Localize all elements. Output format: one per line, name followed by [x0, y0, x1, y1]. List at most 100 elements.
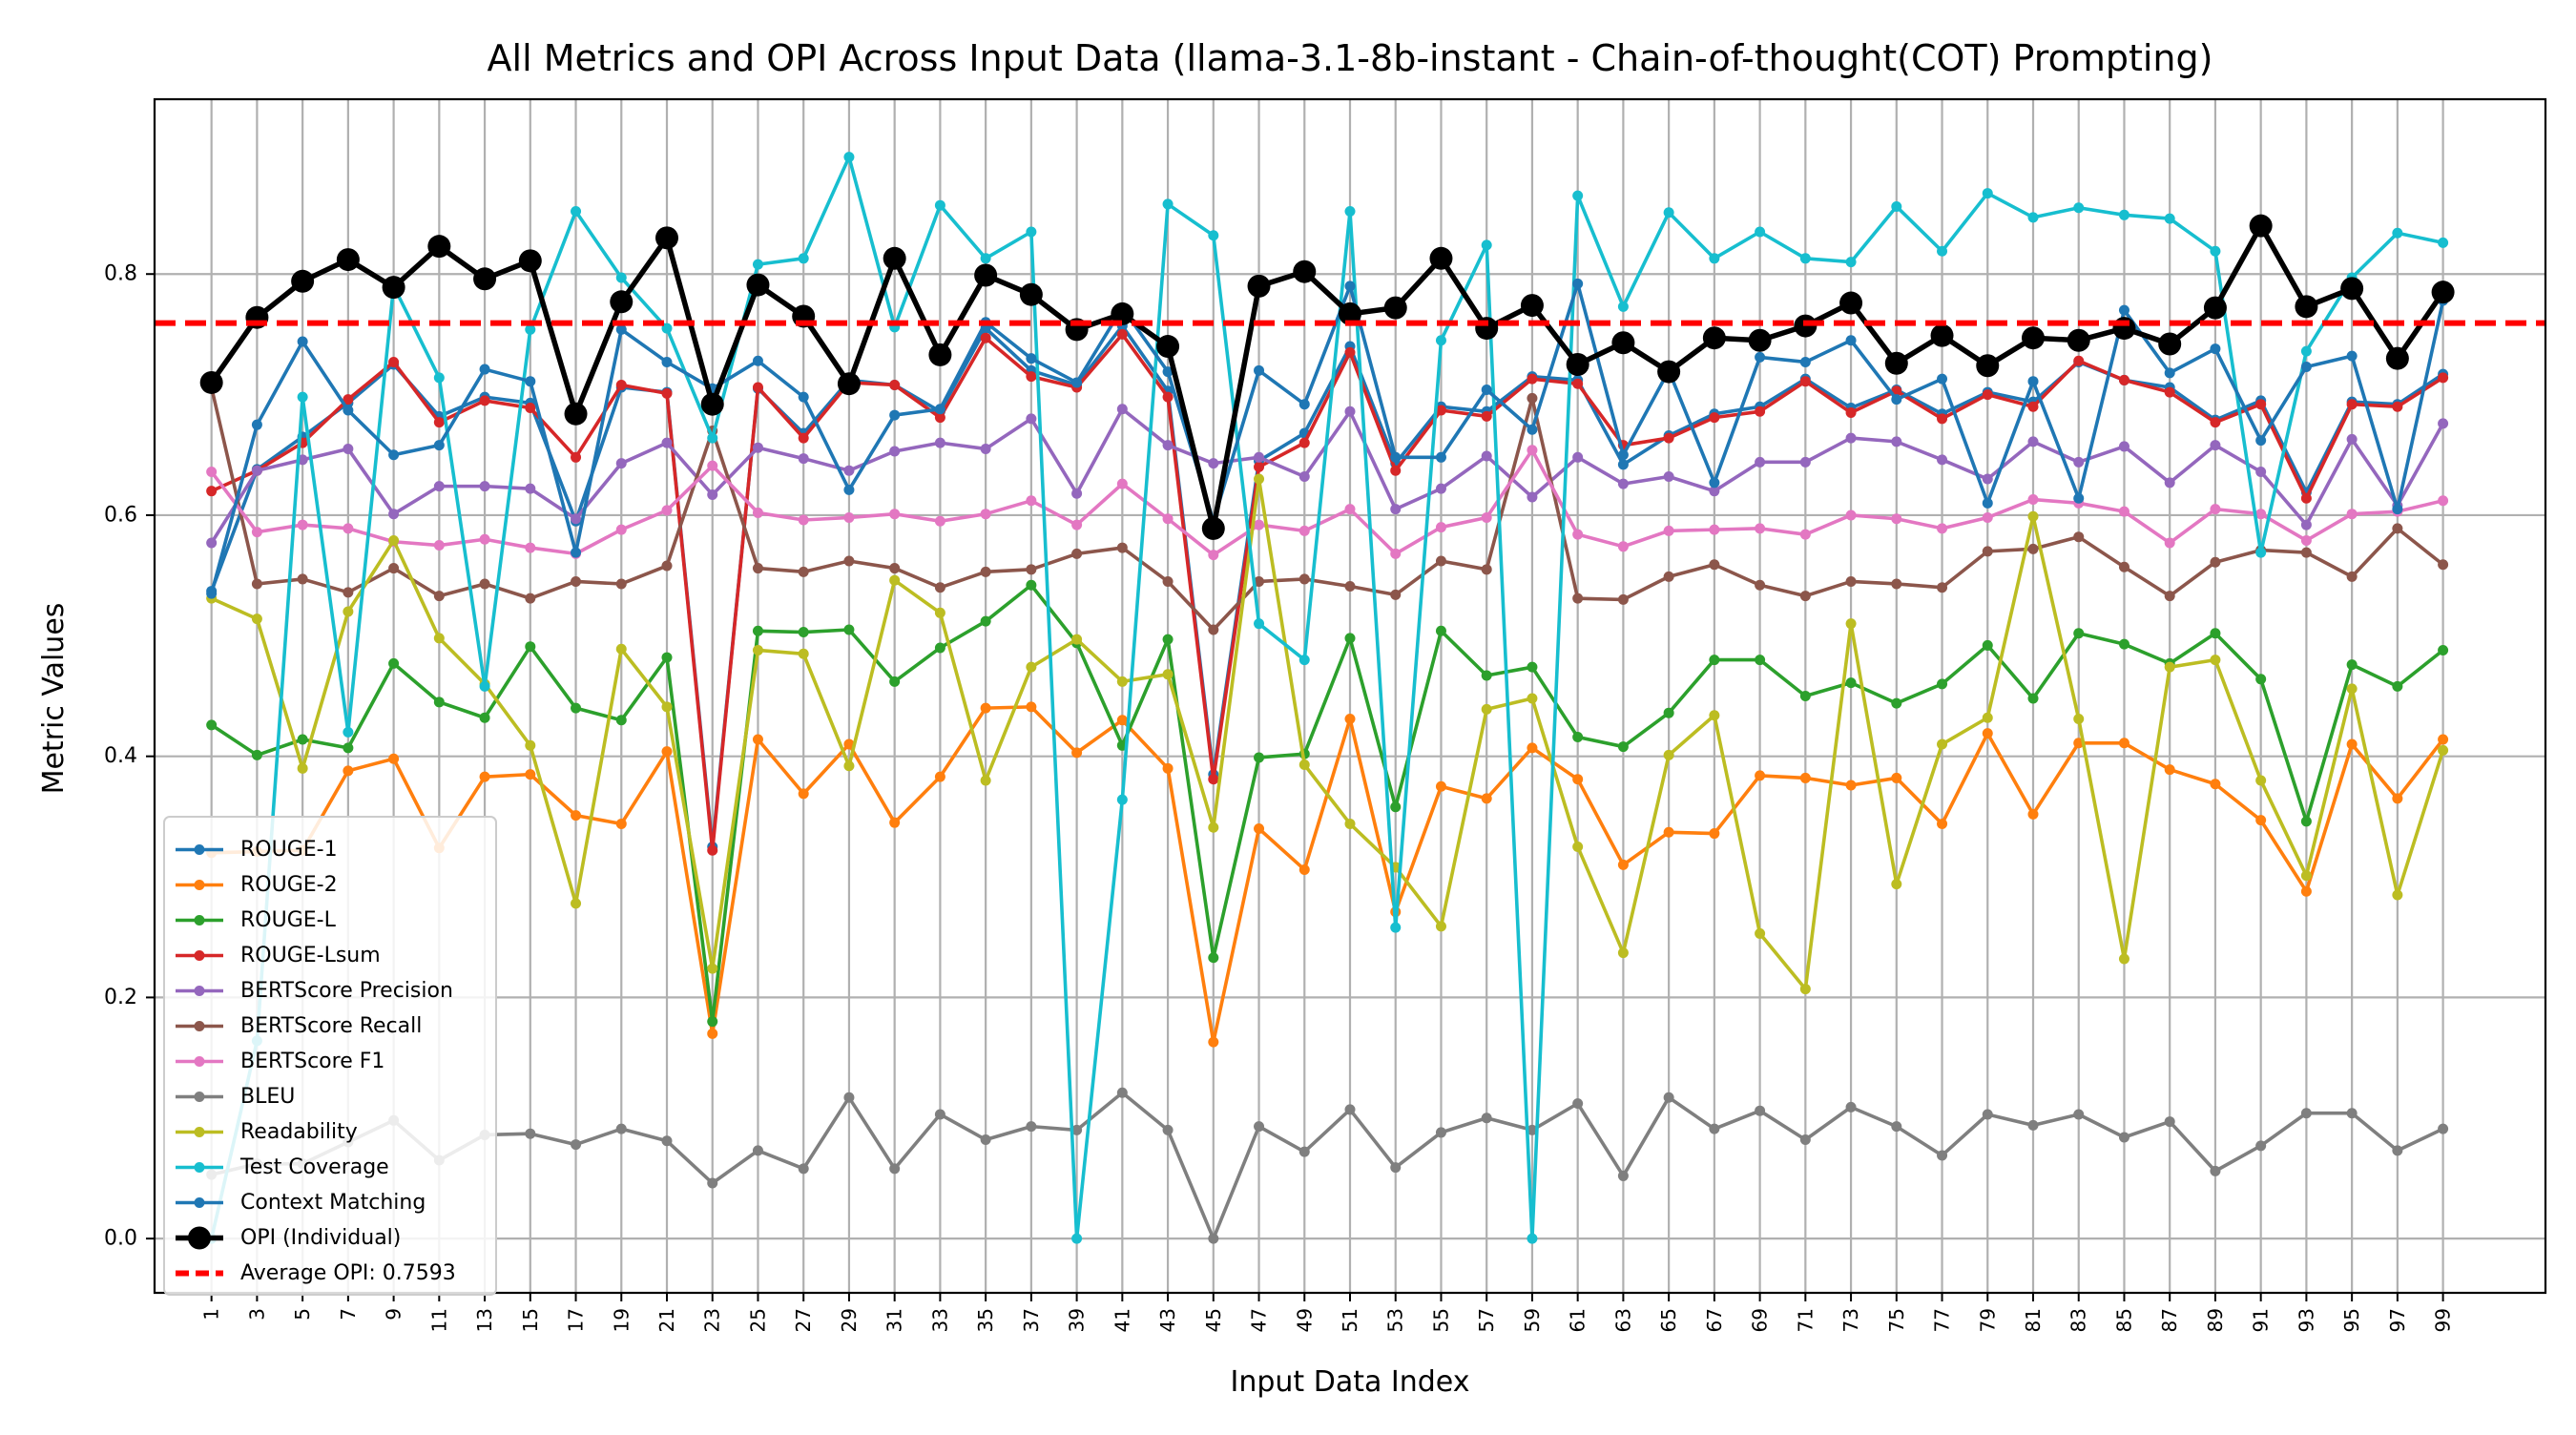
data-point — [1254, 473, 1265, 485]
data-point — [1390, 548, 1402, 559]
data-point — [1755, 351, 1766, 363]
data-point — [2438, 495, 2449, 507]
data-point — [1527, 424, 1538, 435]
data-point — [1937, 413, 1948, 425]
data-point — [980, 702, 991, 714]
data-point — [1891, 578, 1902, 590]
data-point — [571, 898, 582, 909]
data-point — [1937, 245, 1948, 257]
data-point — [1845, 407, 1857, 419]
data-point — [2073, 355, 2085, 366]
data-point — [388, 753, 400, 764]
data-point — [1891, 879, 1902, 890]
y-tick-label: 0.4 — [104, 744, 137, 768]
data-point — [2346, 683, 2358, 695]
legend-item: ROUGE-2 — [176, 873, 338, 897]
y-tick-label: 0.8 — [104, 262, 137, 286]
data-point — [1298, 863, 1310, 875]
data-point — [1298, 525, 1310, 536]
data-point — [343, 765, 354, 777]
data-point — [1208, 821, 1219, 833]
data-point — [615, 715, 627, 726]
data-point — [752, 563, 763, 574]
x-tick-label: 27 — [792, 1308, 815, 1332]
data-point — [1663, 471, 1674, 483]
legend-marker — [194, 950, 205, 961]
data-point — [1709, 559, 1720, 571]
data-point — [615, 379, 627, 390]
data-point — [1799, 772, 1811, 783]
data-point — [1390, 922, 1402, 933]
data-point — [1617, 459, 1629, 470]
legend-marker — [194, 880, 205, 890]
data-point — [1891, 1121, 1902, 1133]
data-point — [1527, 373, 1538, 385]
legend-label: OPI (Individual) — [240, 1226, 401, 1250]
data-point — [251, 614, 262, 625]
data-point — [1116, 1087, 1128, 1098]
data-point — [707, 844, 718, 856]
data-point — [661, 387, 673, 399]
data-point — [1111, 302, 1134, 325]
data-point — [1026, 564, 1037, 575]
data-point — [1116, 542, 1128, 553]
data-point — [1982, 497, 1993, 509]
data-point — [843, 624, 855, 635]
data-point — [433, 697, 445, 708]
data-point — [752, 625, 763, 636]
x-tick-label: 75 — [1885, 1308, 1908, 1332]
data-point — [1755, 1105, 1766, 1116]
data-point — [2300, 362, 2312, 373]
data-point — [251, 749, 262, 760]
data-point — [571, 547, 582, 558]
data-point — [1845, 257, 1857, 268]
data-point — [837, 372, 861, 396]
data-point — [1709, 253, 1720, 264]
data-point — [1162, 198, 1174, 210]
series-rouge-l — [206, 579, 2449, 1028]
data-point — [1481, 793, 1492, 804]
data-point — [2210, 440, 2221, 451]
legend-item: BERTScore Recall — [176, 1014, 422, 1038]
data-point — [1755, 523, 1766, 534]
data-point — [1344, 714, 1356, 725]
data-point — [1617, 1170, 1629, 1181]
data-point — [928, 343, 952, 366]
data-point — [1755, 226, 1766, 238]
x-tick-label: 85 — [2112, 1308, 2135, 1332]
data-point — [2210, 1165, 2221, 1176]
data-point — [2073, 1109, 2085, 1120]
data-point — [980, 509, 991, 520]
data-point — [1663, 432, 1674, 444]
data-point — [2164, 367, 2175, 379]
data-point — [571, 810, 582, 821]
data-point — [2392, 401, 2403, 412]
y-axis-label: Metric Values — [37, 603, 71, 795]
data-point — [2164, 477, 2175, 489]
data-point — [1982, 473, 1993, 485]
x-tick-label: 9 — [383, 1308, 405, 1321]
series-line — [210, 332, 2444, 853]
x-tick-label: 43 — [1156, 1308, 1179, 1332]
data-point — [479, 364, 490, 375]
data-point — [889, 509, 901, 520]
x-tick-label: 31 — [883, 1308, 906, 1332]
data-point — [1254, 575, 1265, 587]
data-point — [746, 273, 770, 297]
data-point — [1617, 301, 1629, 312]
legend-item: BERTScore F1 — [176, 1050, 384, 1073]
data-point — [1344, 406, 1356, 417]
data-point — [2255, 775, 2267, 786]
data-point — [934, 1109, 945, 1120]
data-point — [1799, 456, 1811, 468]
data-point — [1982, 1109, 1993, 1120]
data-point — [889, 676, 901, 687]
data-point — [798, 788, 809, 800]
data-point — [1208, 1233, 1219, 1244]
data-point — [1026, 371, 1037, 383]
data-point — [980, 1134, 991, 1146]
series-line — [210, 583, 2444, 1024]
legend-item: BERTScore Precision — [176, 979, 453, 1003]
data-point — [1891, 394, 1902, 406]
data-point — [291, 269, 315, 293]
